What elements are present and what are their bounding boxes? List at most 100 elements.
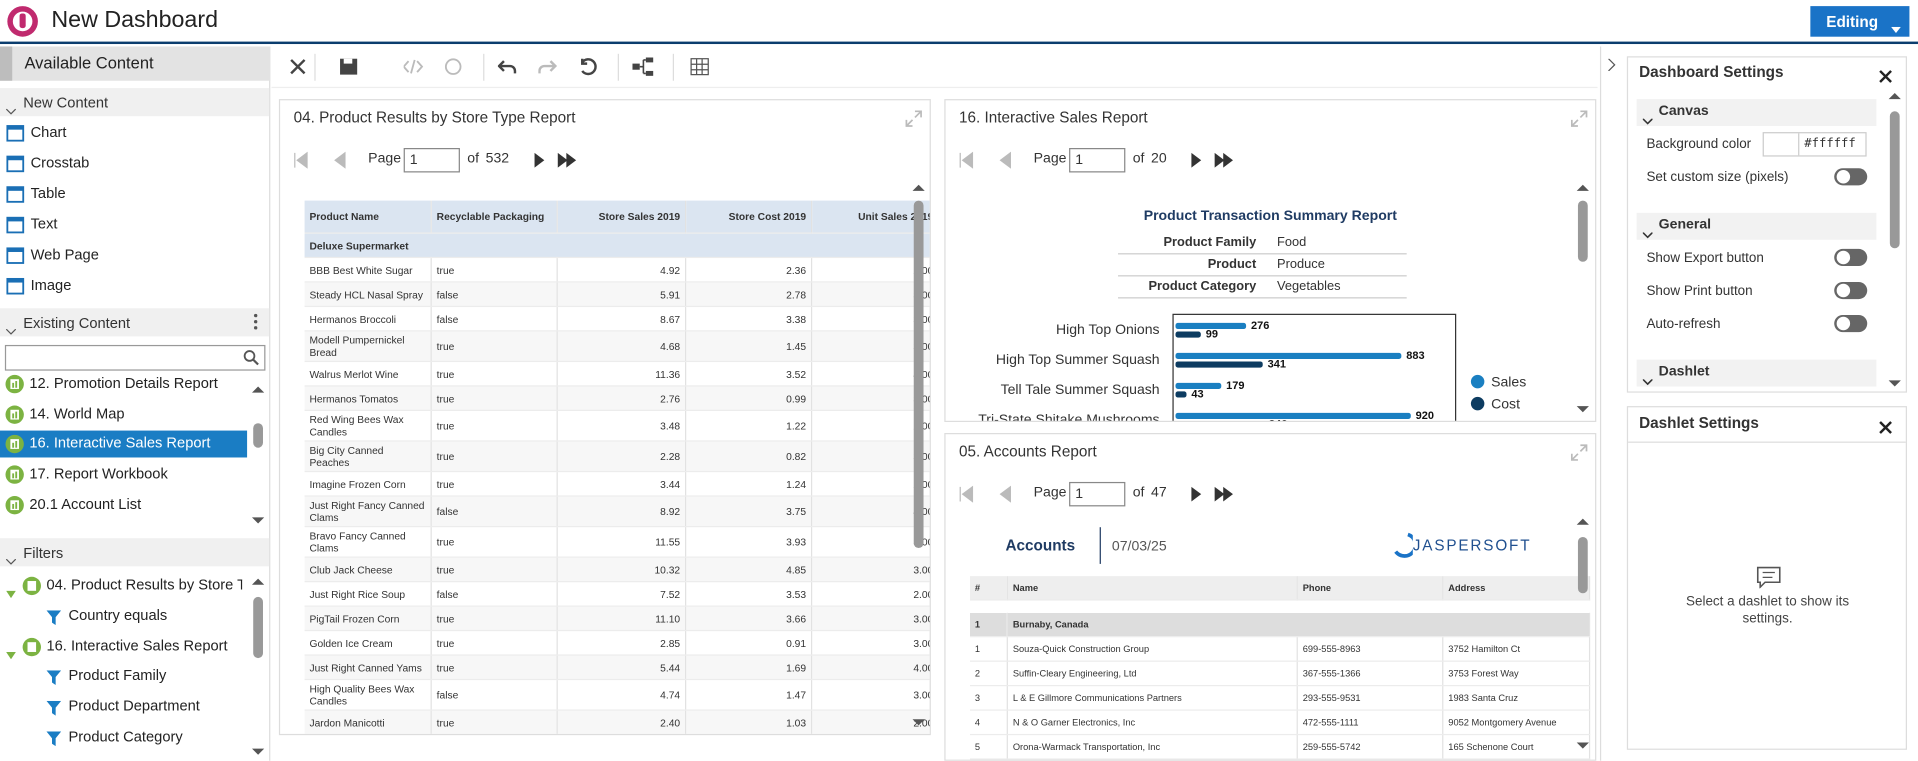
table-cell: 502-555-0145 [1297, 759, 1444, 760]
table-cell: 3.00 [811, 679, 930, 711]
page-label: Page [368, 151, 402, 167]
pager-buttons[interactable] [533, 152, 582, 175]
table-cell: Just Right Canned Yams [304, 655, 432, 681]
section-title: Dashlet [1658, 364, 1710, 380]
section-header[interactable] [0, 308, 270, 337]
scroll-arrows-part [253, 423, 263, 448]
pager-buttons[interactable] [1190, 152, 1239, 175]
table-cell: 3.00 [811, 281, 930, 308]
toolbar-button[interactable] [538, 57, 560, 77]
report-icon-part [5, 435, 24, 454]
toolbar-button[interactable] [444, 57, 466, 77]
table-cell: 4.00 [811, 655, 930, 681]
table-cell: 9052 Montgomery Avenue [1442, 710, 1591, 736]
group-row: 1 Burnaby, Canada [970, 612, 1591, 638]
chevron-part [5, 328, 17, 335]
content-item[interactable]: Image [30, 276, 72, 294]
close-button[interactable] [1879, 418, 1892, 440]
page-input[interactable]: 1 [403, 148, 460, 173]
header-row: # Name Phone Address [970, 576, 1591, 601]
maximize-part [905, 110, 922, 127]
scroll-arrows-part [251, 386, 265, 524]
search-icon-part [243, 350, 256, 362]
chevron-part [1642, 231, 1654, 239]
content-item[interactable]: Web Page [30, 245, 99, 263]
content-icon-part [7, 217, 24, 222]
dashlet-settings: Dashlet Settings Select a dashlet to show… [1626, 406, 1907, 750]
table-cell: 3.00 [811, 440, 930, 473]
toolbar-button[interactable] [579, 57, 601, 77]
section-header[interactable] [1636, 99, 1877, 126]
content-icon-part [6, 155, 25, 173]
toggle[interactable] [1834, 281, 1868, 305]
toolbar-button[interactable] [289, 57, 311, 77]
search-icon-part [243, 350, 259, 366]
filter-group[interactable]: 16. Interactive Sales Report [46, 636, 228, 654]
content-item[interactable]: 16. Interactive Sales Report [29, 434, 211, 452]
content-item[interactable]: Crosstab [30, 154, 90, 172]
separator [617, 53, 619, 81]
toolbar-button[interactable] [632, 57, 654, 77]
section-header[interactable] [1636, 359, 1877, 387]
toolbar-button[interactable] [402, 57, 426, 77]
content-item[interactable]: Table [30, 184, 66, 202]
content-item[interactable]: 14. World Map [29, 404, 125, 422]
maximize[interactable] [1570, 444, 1588, 467]
table-cell: 367-555-1366 [1297, 661, 1444, 687]
table-cell: true [431, 440, 558, 473]
toggle-part [1836, 283, 1851, 298]
filter-item[interactable]: Product Category [68, 727, 183, 745]
content-item[interactable]: 12. Promotion Details Report [29, 374, 218, 392]
toggle[interactable] [1834, 248, 1868, 272]
pager-buttons[interactable] [1190, 486, 1239, 509]
table-row: 6D & Z McLaughlin Electronics, Ltd502-55… [970, 759, 1591, 760]
chevron-part [1608, 58, 1616, 72]
group-name: Burnaby, Canada [1007, 612, 1591, 638]
pager-buttons[interactable] [959, 151, 1014, 175]
content-item[interactable]: Text [30, 215, 58, 233]
toolbar-button[interactable] [497, 57, 520, 77]
close-button[interactable] [1879, 67, 1892, 89]
table-cell: Red Wing Bees Wax Candles [304, 410, 432, 442]
section-header[interactable] [0, 88, 270, 117]
maximize[interactable] [905, 110, 922, 133]
pager-buttons[interactable] [959, 485, 1014, 509]
section-header[interactable] [0, 538, 270, 567]
separator [314, 53, 316, 81]
page-input[interactable]: 1 [1069, 481, 1126, 507]
content-item[interactable]: 20.1 Account List [29, 495, 142, 513]
funnel-icon [46, 670, 62, 692]
content-item[interactable]: Chart [30, 123, 67, 141]
selected-band [0, 431, 248, 458]
filter-group[interactable]: 04. Product Results by Store T… [46, 576, 243, 594]
table-cell: 10.32 [557, 557, 687, 583]
color-input[interactable]: #ffffff [1762, 132, 1867, 157]
filter-item[interactable]: Country equals [68, 606, 168, 624]
toolbar-button[interactable] [339, 57, 361, 77]
table-cell: 1983 Santa Cruz [1442, 685, 1591, 711]
search-box[interactable] [4, 344, 266, 371]
section-header[interactable] [1636, 212, 1877, 240]
filter-item[interactable]: Product Family [68, 667, 167, 685]
pager-buttons[interactable] [294, 151, 349, 175]
page-input[interactable]: 1 [1069, 148, 1126, 173]
maximize[interactable] [1570, 110, 1588, 133]
content-item[interactable]: 17. Report Workbook [29, 464, 168, 483]
header-row: Product Name Recyclable Packaging Store Sa… [304, 200, 930, 234]
table-cell: 1.45 [685, 330, 813, 363]
toggle[interactable] [1834, 314, 1868, 338]
filter-item[interactable]: Product Department [68, 697, 200, 715]
table-cell: 5.44 [557, 655, 687, 681]
table-cell: true [431, 710, 558, 734]
bar [1175, 331, 1201, 338]
toggle[interactable] [1834, 168, 1868, 192]
accounts-table: # Name Phone Address 1 Burnaby, Canada 1 Souza-… [970, 576, 1591, 760]
scroll-arrows [251, 384, 266, 532]
toolbar-button[interactable] [690, 57, 712, 77]
collapse-tab[interactable] [0, 46, 13, 81]
expand-arrow-part [6, 651, 16, 659]
collapse-right[interactable] [1599, 46, 1622, 761]
bar [1175, 352, 1402, 360]
mode-button[interactable]: Editing [1810, 6, 1910, 37]
toggle-part [1834, 168, 1868, 186]
